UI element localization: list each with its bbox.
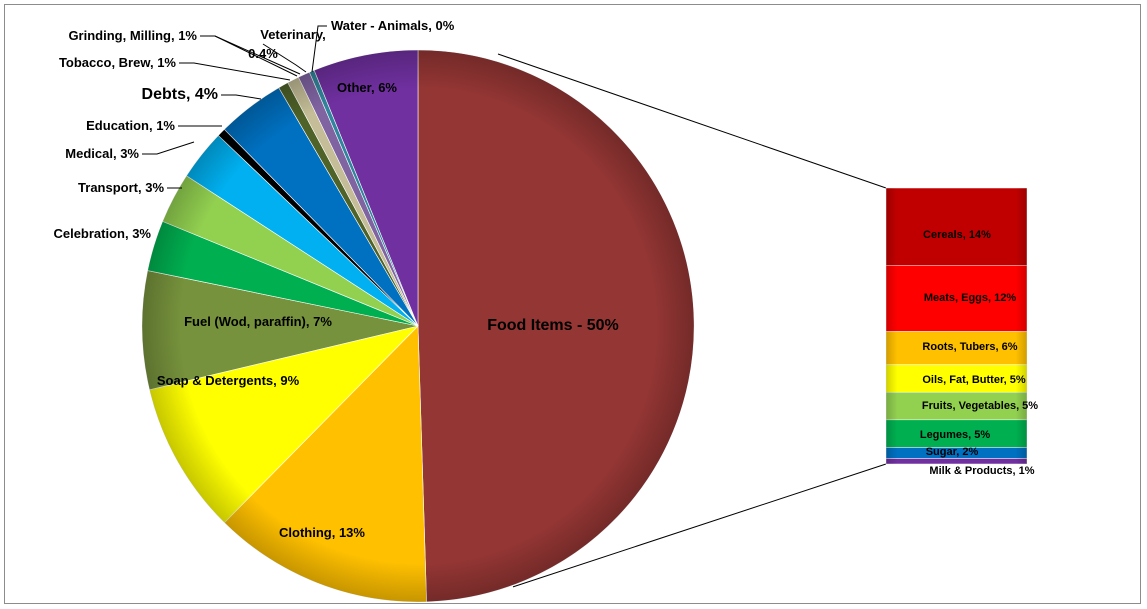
pie-label-transport-3: Transport, 3% — [78, 180, 164, 195]
bar-segment-milk-products-1 — [885, 458, 1028, 465]
pie-label-celebration-3: Celebration, 3% — [53, 226, 151, 241]
bar-label-legumes-5: Legumes, 5% — [920, 429, 991, 441]
bar-label-oils-fat-butter-5: Oils, Fat, Butter, 5% — [922, 374, 1026, 386]
pie-label-veterinary-0-4: Veterinary, — [260, 27, 326, 42]
pie-label-medical-3: Medical, 3% — [65, 146, 139, 161]
pie-label-other-6: Other, 6% — [337, 80, 397, 95]
bar-label-sugar-2: Sugar, 2% — [926, 446, 979, 458]
pie-label-food-items-50: Food Items - 50% — [487, 317, 619, 334]
leader-line-debts-4 — [221, 94, 262, 100]
pie-label-clothing-13: Clothing, 13% — [279, 525, 365, 540]
data-labels: Food Items - 50% Clothing, 13% Soap & Dete… — [53, 18, 1038, 540]
leader-line-grinding-extra — [200, 35, 301, 75]
bar-label-fruits-vegetables-5: Fruits, Vegetables, 5% — [922, 400, 1038, 412]
pie-label-soap-detergents-9: Soap & Detergents, 9% — [157, 373, 300, 388]
pie-label-debts-4: Debts, 4% — [142, 86, 218, 103]
pie-label-veterinary-0-4-line2: 0.4% — [248, 46, 278, 61]
bar-label-meats-eggs-12: Meats, Eggs, 12% — [924, 292, 1017, 304]
pie-label-fuel-wod-paraffin-7: Fuel (Wod, paraffin), 7% — [184, 314, 332, 329]
bar-label-cereals-14: Cereals, 14% — [923, 229, 991, 241]
bar-label-roots-tubers-6: Roots, Tubers, 6% — [922, 341, 1017, 353]
bar-segment-cereals-14 — [885, 187, 1028, 266]
leader-line-tobacco-brew-1 — [179, 62, 291, 81]
leader-line-water-animals-0 — [311, 25, 327, 73]
leader-line-medical-3 — [142, 141, 195, 155]
pie-label-tobacco-brew-1: Tobacco, Brew, 1% — [59, 55, 176, 70]
pie-label-water-animals-0: Water - Animals, 0% — [331, 18, 455, 33]
pie-label-grinding-milling-1: Grinding, Milling, 1% — [68, 28, 197, 43]
leader-line-veterinary-0-4 — [262, 43, 307, 73]
bar-label-milk-products-1: Milk & Products, 1% — [929, 465, 1034, 477]
pie-label-education-1: Education, 1% — [86, 118, 175, 133]
